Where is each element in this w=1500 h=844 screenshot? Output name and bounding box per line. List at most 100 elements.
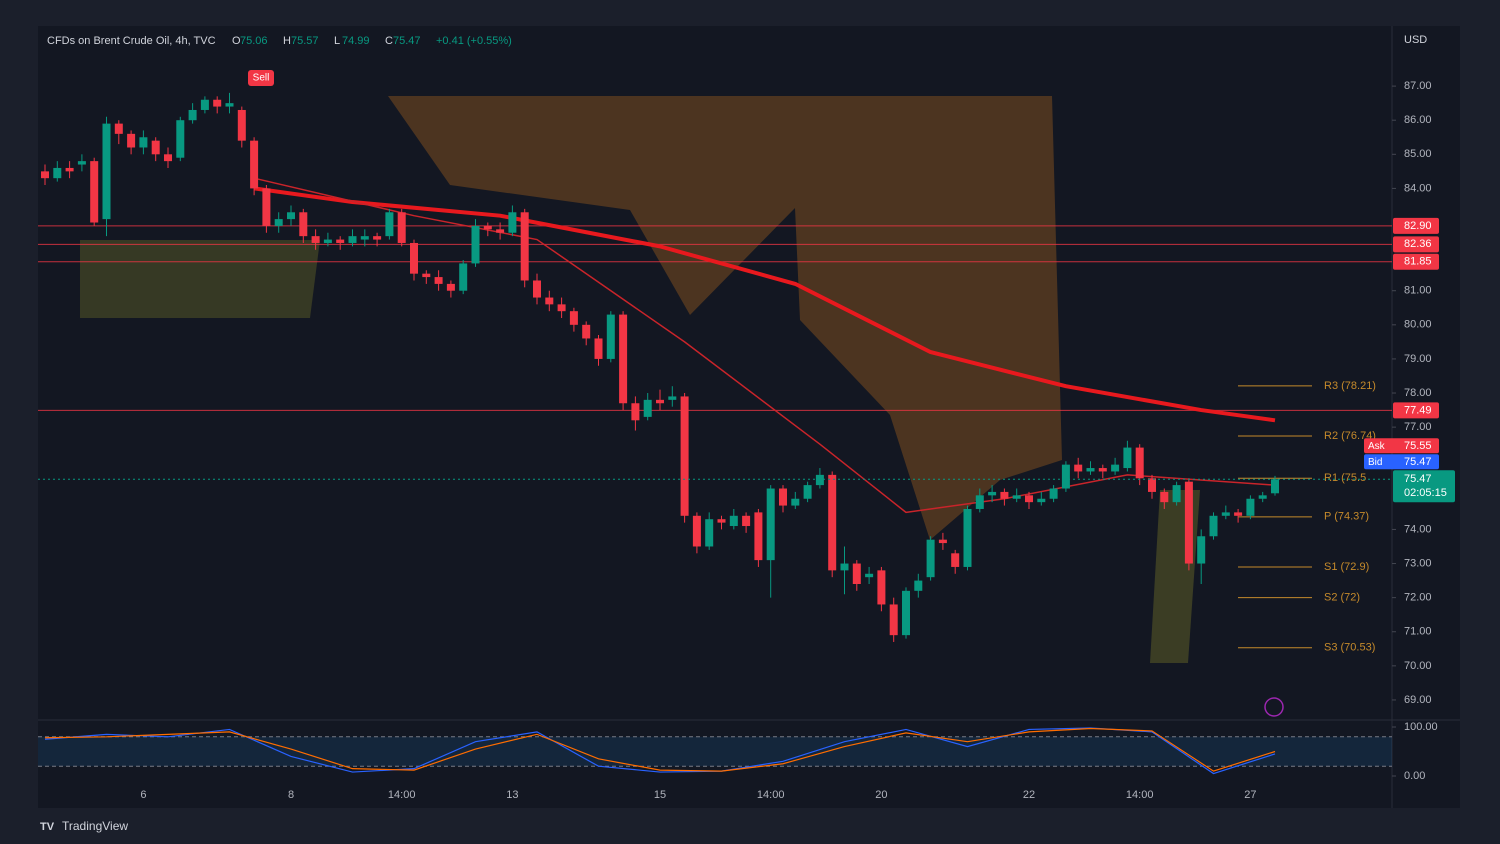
bid-label: 75.47 bbox=[1404, 456, 1432, 468]
candle-body bbox=[1086, 468, 1095, 472]
pivot-label: P (74.37) bbox=[1324, 511, 1369, 523]
candle-body bbox=[926, 539, 935, 578]
osc-line bbox=[44, 727, 1276, 775]
price-tag bbox=[1393, 402, 1439, 419]
candle-body bbox=[668, 396, 677, 400]
candle-body bbox=[1012, 495, 1021, 499]
candle-body bbox=[766, 488, 775, 561]
moving-average bbox=[253, 186, 1276, 423]
candle-body bbox=[717, 519, 726, 523]
candle-body bbox=[176, 120, 185, 158]
y-tick-label: 80.00 bbox=[1404, 319, 1432, 331]
candle-body bbox=[53, 167, 62, 179]
candle-body bbox=[65, 167, 74, 172]
ask-label: 75.55 bbox=[1404, 440, 1432, 452]
x-tick-label: 15 bbox=[654, 789, 666, 801]
y-tick-label: 86.00 bbox=[1404, 114, 1432, 126]
candle-body bbox=[742, 515, 751, 527]
x-tick-label: 20 bbox=[875, 789, 887, 801]
x-tick-label: 13 bbox=[506, 789, 518, 801]
candle-body bbox=[938, 539, 947, 544]
pivot-label: S2 (72) bbox=[1324, 592, 1360, 604]
candle-body bbox=[360, 236, 369, 240]
candle-body bbox=[410, 242, 418, 274]
candle-body bbox=[1049, 488, 1058, 499]
countdown: 02:05:15 bbox=[1404, 487, 1447, 499]
y-tick-label: 81.00 bbox=[1404, 285, 1432, 297]
candle-body bbox=[1197, 536, 1206, 564]
candle-body bbox=[1246, 498, 1255, 516]
candle-body bbox=[520, 212, 529, 281]
cloud-area bbox=[80, 240, 320, 318]
candle-body bbox=[1172, 485, 1181, 503]
brand: TradingView bbox=[62, 819, 128, 833]
candle-body bbox=[902, 590, 910, 636]
price-tag-label: 81.85 bbox=[1404, 256, 1432, 268]
ask-name: Ask bbox=[1368, 441, 1386, 452]
candle-body bbox=[594, 338, 603, 359]
candle-body bbox=[471, 225, 480, 264]
pivot-label: R3 (78.21) bbox=[1324, 380, 1376, 392]
candle-body bbox=[803, 485, 812, 499]
candle-body bbox=[865, 573, 874, 578]
pivot-label: R1 (75.5 bbox=[1324, 472, 1366, 484]
last-price-label: 75.47 bbox=[1404, 473, 1432, 485]
candle-body bbox=[1123, 447, 1132, 469]
candle-body bbox=[1258, 495, 1267, 499]
osc-tick-label: 0.00 bbox=[1404, 770, 1425, 782]
chart-pane bbox=[38, 26, 1460, 808]
price-tag-label: 82.90 bbox=[1404, 220, 1432, 232]
candle-body bbox=[680, 396, 689, 516]
candle-body bbox=[287, 212, 295, 220]
candle-body bbox=[533, 280, 541, 298]
candle-body bbox=[434, 277, 443, 284]
x-tick-label: 22 bbox=[1023, 789, 1035, 801]
candle-body bbox=[619, 314, 628, 404]
quote-value: 75.06 bbox=[240, 35, 268, 47]
alert-icon[interactable] bbox=[1264, 697, 1284, 717]
candle-body bbox=[127, 133, 136, 148]
candle-body bbox=[139, 137, 148, 148]
candle-body bbox=[311, 236, 320, 243]
candle-body bbox=[1111, 464, 1120, 472]
osc-line bbox=[44, 727, 1276, 772]
candle-body bbox=[397, 212, 406, 243]
pivot-label: S1 (72.9) bbox=[1324, 561, 1369, 573]
signal-label: Sell bbox=[253, 73, 270, 84]
candle-body bbox=[225, 103, 234, 107]
candle-body bbox=[41, 171, 49, 179]
candle-body bbox=[299, 212, 308, 237]
price-tag-label: 77.49 bbox=[1404, 404, 1432, 416]
candle-body bbox=[323, 239, 332, 243]
candle-body bbox=[877, 570, 886, 605]
moving-average bbox=[253, 177, 1276, 514]
candle-body bbox=[705, 519, 714, 547]
x-tick-label: 27 bbox=[1244, 789, 1256, 801]
y-tick-label: 69.00 bbox=[1404, 694, 1432, 706]
candle-body bbox=[791, 498, 800, 506]
candle-body bbox=[545, 297, 554, 305]
y-tick-label: 71.00 bbox=[1404, 626, 1432, 638]
y-tick-label: 79.00 bbox=[1404, 353, 1432, 365]
candle-body bbox=[151, 140, 160, 155]
candle-body bbox=[385, 212, 394, 237]
candle-body bbox=[643, 399, 652, 417]
candle-body bbox=[1061, 464, 1070, 489]
candle-body bbox=[1135, 447, 1144, 479]
pivot-label: S3 (70.53) bbox=[1324, 642, 1375, 654]
candle-body bbox=[1234, 512, 1243, 516]
candle-body bbox=[557, 304, 566, 312]
chart-title: CFDs on Brent Crude Oil, 4h, TVC bbox=[47, 35, 216, 47]
candle-body bbox=[213, 99, 222, 107]
price-tag bbox=[1393, 217, 1439, 234]
price-tag bbox=[1393, 236, 1439, 253]
candle-body bbox=[373, 236, 382, 240]
cloud-area bbox=[388, 96, 1062, 540]
x-tick-label: 14:00 bbox=[757, 789, 785, 801]
candle-body bbox=[77, 161, 86, 165]
candle-body bbox=[779, 488, 787, 506]
candle-body bbox=[582, 324, 591, 339]
candle-body bbox=[914, 580, 923, 591]
y-tick-label: 74.00 bbox=[1404, 523, 1432, 535]
